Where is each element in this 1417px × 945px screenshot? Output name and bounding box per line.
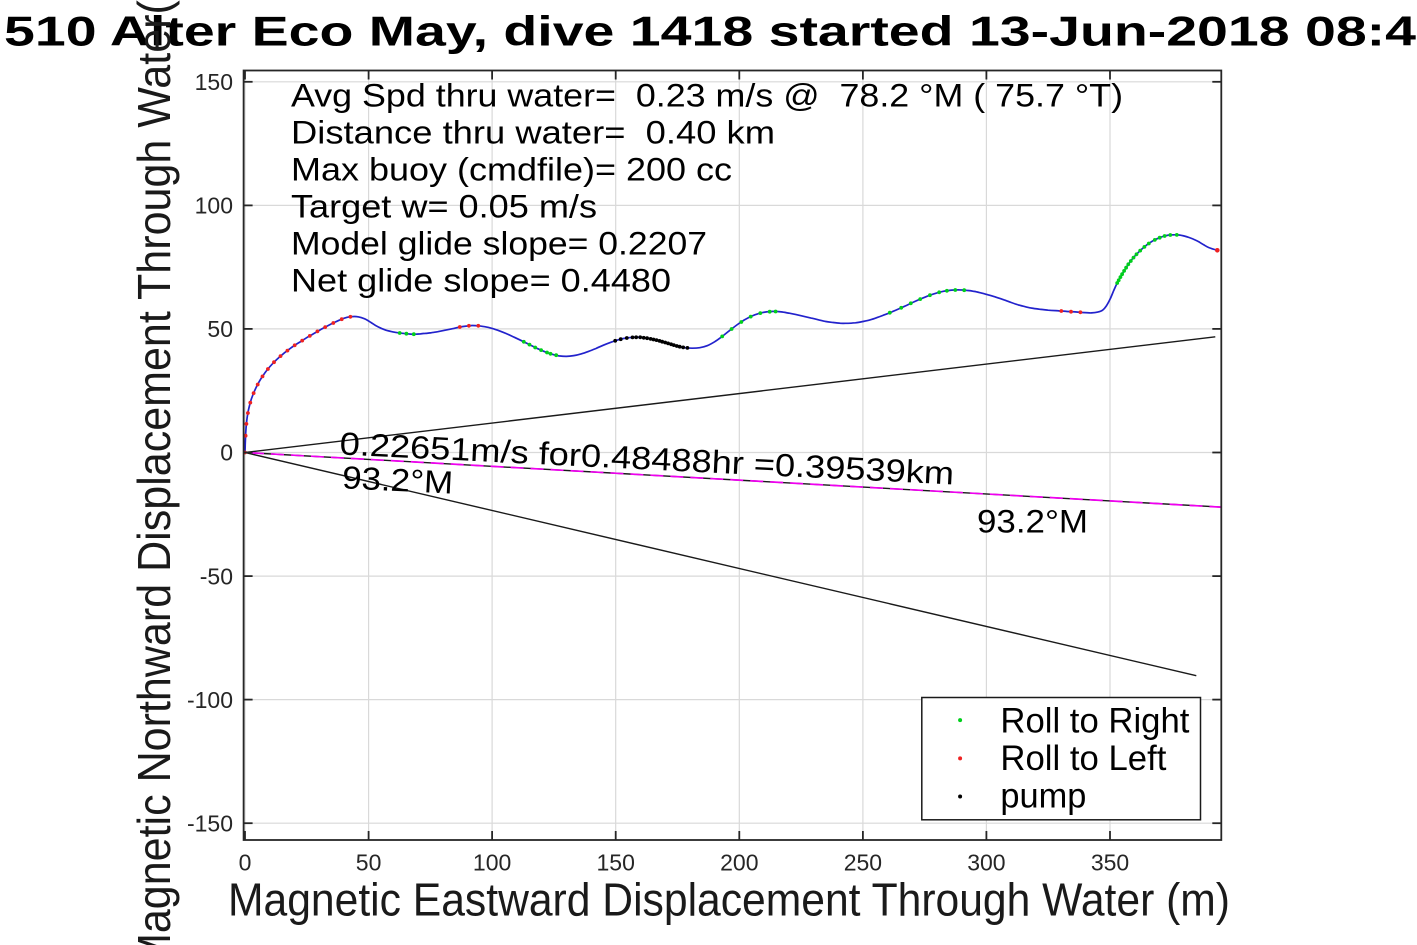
svg-text:Magnetic Eastward Displacement: Magnetic Eastward Displacement Through W… bbox=[228, 874, 1230, 926]
svg-text:pump: pump bbox=[1000, 776, 1086, 815]
svg-text:Roll to Left: Roll to Left bbox=[1000, 739, 1166, 778]
svg-text:-100: -100 bbox=[187, 687, 233, 713]
svg-text:Net glide slope= 0.4480: Net glide slope= 0.4480 bbox=[291, 263, 671, 299]
svg-text:100: 100 bbox=[195, 193, 233, 219]
svg-text:Avg Spd thru water= 0.23 m/s: Avg Spd thru water= 0.23 m/s @ 78.2 °M (… bbox=[291, 77, 1123, 113]
svg-text:300: 300 bbox=[967, 850, 1005, 876]
svg-text:350: 350 bbox=[1091, 850, 1129, 876]
svg-text:200: 200 bbox=[720, 850, 758, 876]
svg-text:Target w= 0.05 m/s: Target w= 0.05 m/s bbox=[291, 189, 597, 225]
svg-text:150: 150 bbox=[597, 850, 635, 876]
svg-text:Distance thru water= 0.40 km: Distance thru water= 0.40 km bbox=[291, 114, 775, 150]
svg-text:0: 0 bbox=[220, 440, 233, 466]
svg-text:-50: -50 bbox=[200, 563, 233, 589]
svg-text:50: 50 bbox=[207, 316, 233, 342]
svg-text:Model glide slope= 0.2207: Model glide slope= 0.2207 bbox=[291, 226, 707, 262]
svg-text:-150: -150 bbox=[187, 810, 233, 836]
svg-text:50: 50 bbox=[356, 850, 382, 876]
svg-text:Magnetic Northward Displacemen: Magnetic Northward Displacement Through … bbox=[128, 0, 180, 945]
svg-text:510 Alter Eco May, dive 1418 s: 510 Alter Eco May, dive 1418 started 13-… bbox=[4, 8, 1417, 55]
svg-text:Max buoy (cmdfile)= 200 cc: Max buoy (cmdfile)= 200 cc bbox=[291, 152, 732, 188]
svg-text:0: 0 bbox=[239, 850, 252, 876]
svg-text:93.2°M: 93.2°M bbox=[977, 504, 1088, 540]
svg-text:Roll to Right: Roll to Right bbox=[1000, 702, 1189, 741]
svg-text:93.2°M: 93.2°M bbox=[341, 459, 454, 500]
svg-text:250: 250 bbox=[844, 850, 882, 876]
svg-text:150: 150 bbox=[195, 69, 233, 95]
svg-text:100: 100 bbox=[473, 850, 511, 876]
